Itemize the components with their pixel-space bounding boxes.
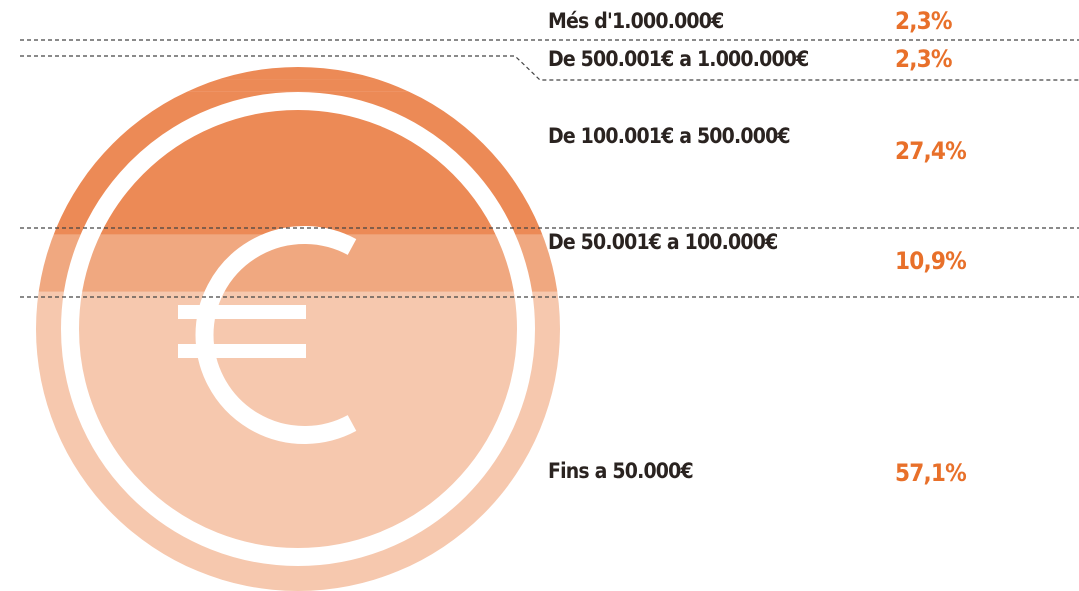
euro-bar (178, 305, 306, 319)
value-label: 57,1% (895, 459, 966, 487)
euro-bar (178, 344, 306, 358)
value-label: 27,4% (895, 137, 966, 165)
value-label: 10,9% (895, 247, 966, 275)
category-label: De 50.001€ a 100.000€ (548, 230, 777, 254)
category-label: Més d'1.000.000€ (548, 9, 723, 33)
euro-arc (195, 226, 357, 444)
coin-band (36, 79, 560, 92)
category-label: De 100.001€ a 500.000€ (548, 124, 790, 148)
value-label: 2,3% (895, 45, 952, 73)
category-label: De 500.001€ a 1.000.000€ (548, 47, 809, 71)
coin (36, 67, 560, 591)
coin-ring (61, 92, 535, 566)
value-label: 2,3% (895, 7, 952, 35)
divider (20, 55, 1079, 81)
category-label: Fins a 50.000€ (548, 459, 693, 483)
coin-band (36, 67, 560, 80)
